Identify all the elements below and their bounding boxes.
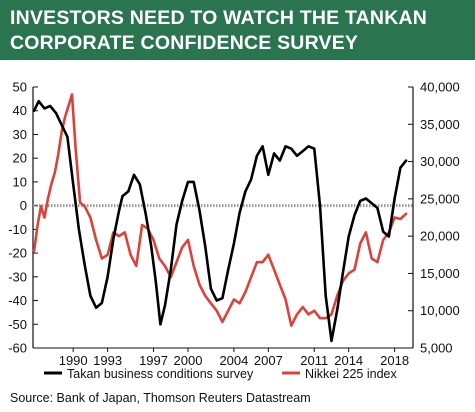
right-tick-label: 10,000 bbox=[420, 303, 460, 318]
chart-title-line-1: INVESTORS NEED TO WATCH THE TANKAN bbox=[10, 7, 428, 29]
x-tick-label: 2004 bbox=[219, 353, 248, 368]
x-tick-label: 2018 bbox=[380, 353, 409, 368]
left-axis: 50 40 30 20 10 0 -10 -20 -30 -40 -50 -60 bbox=[8, 80, 38, 356]
right-tick-label: 40,000 bbox=[420, 80, 460, 95]
chart-area: 50 40 30 20 10 0 -10 -20 -30 -40 -50 -60 40,000 35,0… bbox=[8, 80, 460, 382]
left-tick-label: 30 bbox=[13, 127, 27, 142]
right-tick-label: 15,000 bbox=[420, 266, 460, 281]
left-tick-label: -60 bbox=[8, 341, 27, 356]
title-banner: INVESTORS NEED TO WATCH THE TANKAN CORPO… bbox=[0, 0, 475, 60]
x-axis: 1990 1993 1997 2000 2004 2007 2011 2014 2018 bbox=[33, 204, 413, 368]
left-tick-label: -30 bbox=[8, 269, 27, 284]
left-tick-label: 40 bbox=[13, 103, 27, 118]
x-tick-label: 1990 bbox=[59, 353, 88, 368]
series-layer bbox=[32, 93, 408, 343]
legend-label-tankan: Takan business conditions survey bbox=[67, 367, 254, 381]
left-tick-label: -10 bbox=[8, 222, 27, 237]
left-tick-label: 50 bbox=[13, 80, 27, 95]
right-tick-label: 20,000 bbox=[420, 229, 460, 244]
x-tick-label: 2007 bbox=[254, 353, 283, 368]
legend: Takan business conditions survey Nikkei … bbox=[44, 367, 397, 381]
left-tick-label: -40 bbox=[8, 293, 27, 308]
right-tick-label: 30,000 bbox=[420, 154, 460, 169]
left-tick-label: -20 bbox=[8, 246, 27, 261]
chart-title-line-2: CORPORATE CONFIDENCE SURVEY bbox=[10, 32, 359, 54]
left-tick-label: 10 bbox=[13, 174, 27, 189]
source-note: Source: Bank of Japan, Thomson Reuters D… bbox=[10, 391, 311, 405]
left-tick-label: 0 bbox=[20, 198, 27, 213]
right-tick-label: 25,000 bbox=[420, 191, 460, 206]
x-tick-label: 1993 bbox=[93, 353, 122, 368]
legend-label-nikkei: Nikkei 225 index bbox=[305, 367, 397, 381]
x-tick-label: 1997 bbox=[139, 353, 168, 368]
left-tick-label: -50 bbox=[8, 317, 27, 332]
x-tick-label: 2011 bbox=[300, 353, 328, 368]
right-axis: 40,000 35,000 30,000 25,000 20,000 15,000 10,0… bbox=[408, 80, 460, 356]
left-tick-label: 20 bbox=[13, 151, 27, 166]
right-tick-label: 5,000 bbox=[420, 341, 453, 356]
right-tick-label: 35,000 bbox=[420, 117, 460, 132]
x-tick-label: 2014 bbox=[334, 353, 363, 368]
series-line-tankan bbox=[32, 99, 408, 343]
x-tick-label: 2000 bbox=[174, 353, 203, 368]
